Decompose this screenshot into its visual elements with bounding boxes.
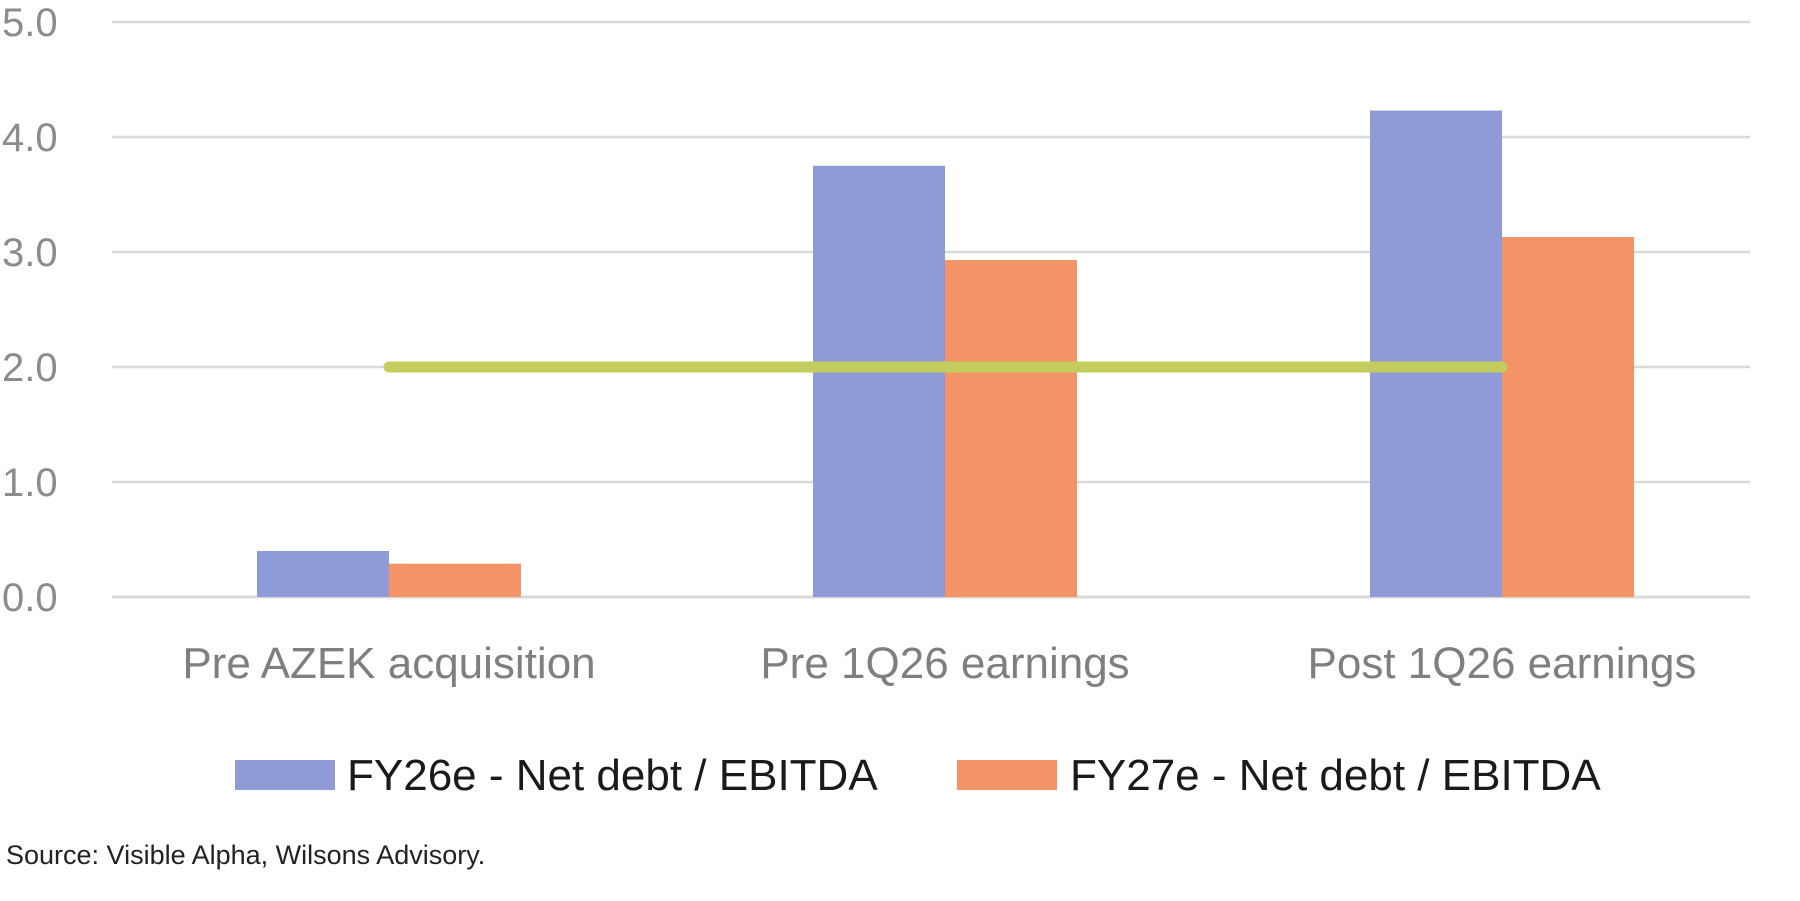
legend: FY26e - Net debt / EBITDA FY27e - Net deb…: [235, 751, 1601, 800]
y-tick-label: 1.0: [2, 461, 58, 505]
bar-fy27e-2: [1502, 237, 1634, 598]
y-tick-label: 3.0: [2, 231, 58, 275]
y-tick-label: 0.0: [2, 576, 58, 620]
y-tick-label: 4.0: [2, 116, 58, 160]
legend-swatch-fy27e: [957, 760, 1057, 790]
bar-fy26e-1: [813, 165, 945, 597]
bar-fy27e-1: [945, 260, 1077, 597]
legend-label-fy26e: FY26e - Net debt / EBITDA: [347, 751, 878, 800]
legend-label-fy27e: FY27e - Net debt / EBITDA: [1070, 751, 1601, 800]
category-label: Post 1Q26 earnings: [1308, 639, 1697, 688]
bar-fy27e-0: [389, 563, 521, 597]
bars: [257, 110, 1634, 598]
legend-swatch-fy26e: [235, 760, 335, 790]
y-tick-label: 5.0: [2, 1, 58, 45]
bar-fy26e-2: [1370, 110, 1502, 598]
y-tick-label: 2.0: [2, 346, 58, 390]
source-note: Source: Visible Alpha, Wilsons Advisory.: [6, 840, 486, 870]
bar-fy26e-0: [257, 551, 389, 597]
category-labels: Pre AZEK acquisition Pre 1Q26 earnings Pos…: [182, 639, 1696, 688]
y-axis-tick-labels: 0.0 1.0 2.0 3.0 4.0 5.0: [2, 1, 58, 620]
category-label: Pre 1Q26 earnings: [760, 639, 1129, 688]
category-label: Pre AZEK acquisition: [182, 639, 595, 688]
